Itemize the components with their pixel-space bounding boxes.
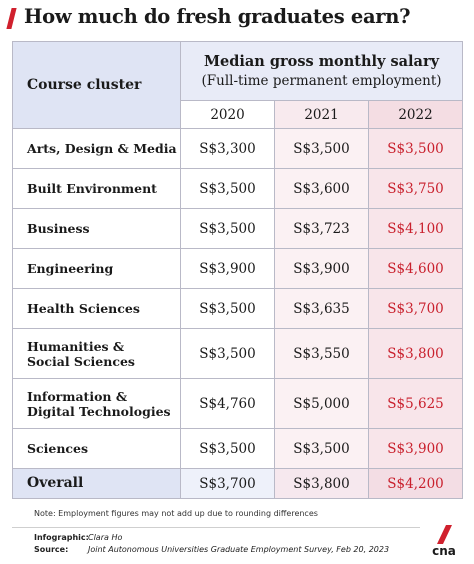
year-header-2022: 2022 — [367, 100, 464, 129]
infographic-label: Infographic: — [34, 533, 89, 542]
source-label: Source: — [34, 545, 69, 554]
page-title: How much do fresh graduates earn? — [24, 5, 411, 28]
salary-table: Course cluster Median gross monthly sala… — [12, 41, 464, 499]
table-row: Arts, Design & Media S$3,300 S$3,500 S$3,50… — [12, 128, 464, 169]
course-cluster-cell: Built Environment — [12, 168, 181, 209]
course-cluster-cell: Sciences — [12, 428, 181, 469]
salary-cell-2020: S$3,900 — [180, 248, 275, 289]
logo-slash-icon — [437, 525, 452, 544]
logo-text: cna — [432, 544, 456, 558]
salary-cell-2022: S$4,600 — [367, 248, 464, 289]
salary-cell-2020: S$3,500 — [180, 288, 275, 329]
course-cluster-cell: Information & Digital Technologies — [12, 378, 181, 429]
course-cluster-header: Course cluster — [12, 41, 181, 129]
salary-cell-2022: S$4,100 — [367, 208, 464, 249]
divider — [12, 527, 420, 528]
year-header-2021: 2021 — [274, 100, 369, 129]
table-row: Sciences S$3,500 S$3,500 S$3,900 — [12, 428, 464, 469]
salary-cell-2022: S$4,200 — [367, 468, 464, 499]
salary-cell-2020: S$3,300 — [180, 128, 275, 169]
cna-logo: cna — [432, 525, 456, 558]
salary-cell-2021: S$3,600 — [274, 168, 369, 209]
salary-cell-2021: S$3,550 — [274, 328, 369, 379]
salary-cell-2021: S$3,500 — [274, 128, 369, 169]
course-cluster-cell: Humanities & Social Sciences — [12, 328, 181, 379]
salary-cell-2020: S$3,500 — [180, 208, 275, 249]
course-cluster-cell: Business — [12, 208, 181, 249]
table-row: Information & Digital Technologies S$4,760… — [12, 378, 464, 429]
title-row: How much do fresh graduates earn? — [0, 0, 474, 36]
course-cluster-cell: Health Sciences — [12, 288, 181, 329]
salary-cell-2021: S$3,900 — [274, 248, 369, 289]
salary-cell-2022: S$3,500 — [367, 128, 464, 169]
median-salary-header: Median gross monthly salary (Full-time p… — [179, 41, 464, 101]
salary-cell-2022: S$3,900 — [367, 428, 464, 469]
table-row: Business S$3,500 S$3,723 S$4,100 — [12, 208, 464, 249]
salary-cell-2021: S$5,000 — [274, 378, 369, 429]
salary-cell-2020: S$3,500 — [180, 168, 275, 209]
source-value: Joint Autonomous Universities Graduate E… — [88, 545, 390, 554]
course-cluster-cell: Overall — [12, 468, 181, 499]
salary-cell-2020: S$3,700 — [180, 468, 275, 499]
table-row: Built Environment S$3,500 S$3,600 S$3,750 — [12, 168, 464, 209]
median-salary-title: Median gross monthly salary — [203, 53, 440, 70]
course-cluster-cell: Arts, Design & Media — [12, 128, 181, 169]
salary-cell-2021: S$3,635 — [274, 288, 369, 329]
salary-cell-2022: S$3,750 — [367, 168, 464, 209]
salary-cell-2021: S$3,500 — [274, 428, 369, 469]
title-accent-bar — [6, 8, 17, 29]
salary-cell-2022: S$3,800 — [367, 328, 464, 379]
infographic-author: Clara Ho — [88, 533, 123, 542]
salary-cell-2020: S$4,760 — [180, 378, 275, 429]
salary-cell-2021: S$3,800 — [274, 468, 369, 499]
salary-cell-2020: S$3,500 — [180, 328, 275, 379]
year-header-2020: 2020 — [180, 100, 275, 129]
table-row: Engineering S$3,900 S$3,900 S$4,600 — [12, 248, 464, 289]
salary-cell-2020: S$3,500 — [180, 428, 275, 469]
salary-cell-2022: S$3,700 — [367, 288, 464, 329]
salary-cell-2022: S$5,625 — [367, 378, 464, 429]
table-row: Health Sciences S$3,500 S$3,635 S$3,700 — [12, 288, 464, 329]
overall-row: Overall S$3,700 S$3,800 S$4,200 — [12, 468, 464, 499]
source-credit: Source: Joint Autonomous Universities Gra… — [34, 545, 389, 554]
salary-cell-2021: S$3,723 — [274, 208, 369, 249]
course-cluster-cell: Engineering — [12, 248, 181, 289]
footnote: Note: Employment figures may not add up … — [34, 509, 318, 518]
infographic-credit: Infographic:Clara Ho — [34, 533, 122, 542]
table-row: Humanities & Social Sciences S$3,500 S$3,55… — [12, 328, 464, 379]
median-salary-subtitle: (Full-time permanent employment) — [201, 73, 442, 89]
